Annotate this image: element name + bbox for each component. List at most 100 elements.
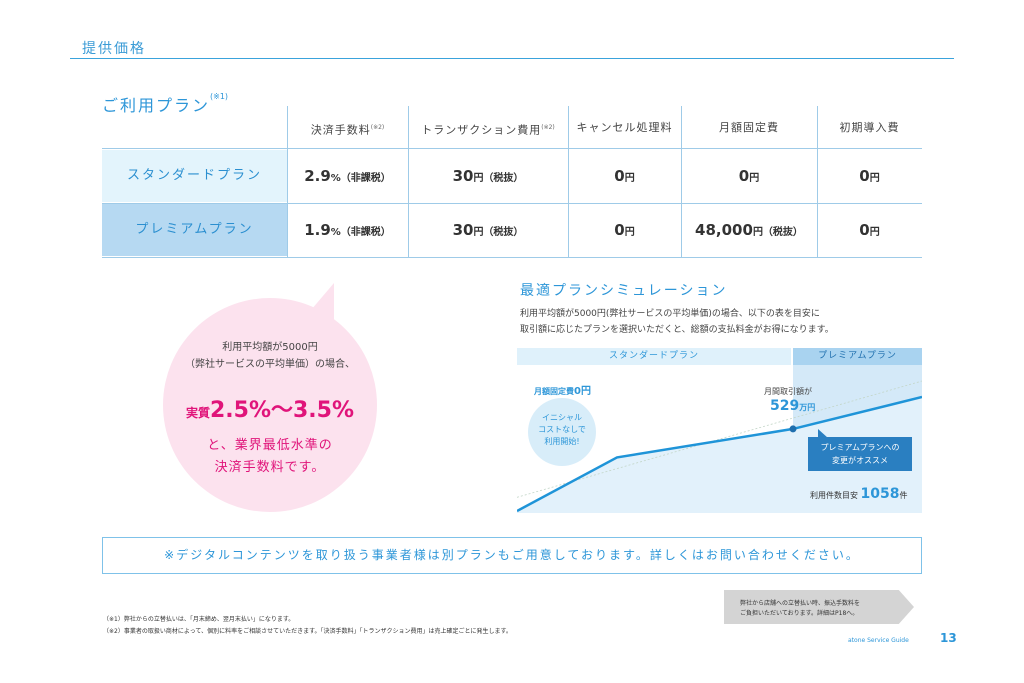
cell-unit: 円: [624, 227, 635, 238]
plan-heading-text: ご利用プラン: [102, 96, 211, 115]
cell-unit: %（非課税）: [330, 227, 391, 238]
chart-line: [517, 395, 922, 513]
fee-note-arrow: [724, 590, 914, 624]
cell-value: 0: [614, 221, 625, 239]
cell-value: 0: [859, 221, 870, 239]
cell-unit: 円（税抜）: [473, 173, 524, 184]
guide-label: atone Service Guide: [848, 637, 909, 644]
initial-cost-text-2: コストなしで: [538, 425, 586, 434]
bubble-tail: [300, 283, 334, 323]
bubble-claim-text: と、業界最低水準の: [207, 438, 333, 453]
table-cell: 1.9%（非課税）: [287, 204, 408, 256]
chart-area: [517, 397, 922, 513]
simulation-title: 最適プランシミュレーション: [520, 283, 728, 299]
table-column-line: [568, 106, 569, 258]
band-standard: スタンダードプラン: [517, 348, 791, 365]
initial-cost-text: イニシャル: [542, 413, 582, 422]
bubble-rate: 実質2.5%～3.5%: [163, 392, 377, 424]
monthly-amount-value: 529: [770, 398, 800, 414]
fee-note-text: 弊社から店舗への立替払い時、振込手数料を: [740, 600, 861, 607]
fee-note-text-2: ご負担いただいております。詳細はP18へ。: [740, 610, 859, 617]
table-column-line: [408, 106, 409, 258]
table-column-line: [287, 106, 288, 258]
usage-count-label: 利用件数目安: [810, 491, 858, 500]
cell-unit: 円: [869, 173, 880, 184]
recommend-text: プレミアムプランへの: [820, 443, 900, 452]
cell-unit: 円: [624, 173, 635, 184]
bubble-circle: [163, 298, 377, 512]
cell-value: 2.9: [304, 167, 331, 185]
table-cell: 30円（税抜）: [408, 150, 568, 202]
column-header: 初期導入費: [817, 106, 922, 150]
column-header-note: (※2): [541, 124, 555, 131]
cell-unit: %（非課税）: [330, 173, 391, 184]
cell-value: 0: [859, 167, 870, 185]
bubble-condition-text: （弊社サービスの平均単価）の場合、: [185, 359, 355, 370]
column-header-note: (※2): [370, 124, 385, 131]
fixed-fee-label-text: 月額固定費: [534, 387, 574, 396]
fixed-fee-value: 0円: [574, 386, 591, 397]
table-cell: 30円（税抜）: [408, 204, 568, 256]
simulation-description-2: 取引額に応じたプランを選択いただくと、総額の支払料金がお得になります。: [520, 325, 834, 335]
recommend-box: [808, 437, 912, 471]
usage-count-value: 1058: [860, 486, 900, 502]
plan-heading: ご利用プラン(※1): [102, 92, 228, 116]
notice-banner: ※デジタルコンテンツを取り扱う事業者様は別プランもご用意しております。詳しくはお…: [102, 537, 922, 574]
column-header-label: 初期導入費: [839, 121, 900, 134]
monthly-amount-unit: 万円: [799, 403, 816, 412]
fixed-fee-label: 月額固定費0円: [534, 382, 591, 397]
page-number: 13: [940, 631, 957, 645]
column-header-label: 月額固定費: [719, 121, 779, 134]
plan-name: プレミアムプラン: [102, 204, 287, 256]
breakeven-point: [789, 425, 797, 433]
column-header: 決済手数料(※2): [287, 106, 408, 150]
table-column-line: [681, 106, 682, 258]
column-header: 月額固定費: [681, 106, 817, 150]
table-cell: 0円: [568, 204, 681, 256]
table-cell: 0円: [681, 150, 817, 202]
cell-value: 48,000: [695, 221, 753, 239]
bubble-rate-range: 2.5%～3.5%: [209, 398, 355, 423]
cell-value: 30: [452, 167, 474, 185]
cell-value: 30: [452, 221, 474, 239]
table-cell: 0円: [817, 150, 922, 202]
monthly-amount: 529万円: [770, 398, 815, 414]
initial-cost-text-3: 利用開始!: [544, 437, 580, 446]
cell-value: 0: [614, 167, 625, 185]
cell-value: 0: [738, 167, 750, 185]
table-divider: [102, 203, 922, 204]
cell-unit: 円（税抜）: [752, 227, 803, 238]
usage-count: 利用件数目安 1058件: [810, 486, 908, 502]
table-cell: 0円: [568, 150, 681, 202]
table-column-line: [817, 106, 818, 258]
cell-unit: 円（税抜）: [473, 227, 524, 238]
cell-value: 1.9: [304, 221, 331, 239]
section-title: 提供価格: [82, 41, 146, 57]
cell-unit: 円: [869, 227, 880, 238]
table-cell: 0円: [817, 204, 922, 256]
table-divider: [102, 148, 922, 149]
footnote-2: （※2）事業者の取扱い商材によって、個別に料率をご相談させていただきます。「決済…: [103, 628, 512, 635]
table-cell: 48,000円（税抜）: [681, 204, 817, 256]
table-divider: [102, 257, 922, 258]
band-premium: プレミアムプラン: [793, 348, 922, 365]
cell-unit: 円: [749, 173, 760, 184]
usage-count-unit: 件: [899, 491, 908, 500]
bubble-rate-prefix: 実質: [185, 406, 210, 420]
bubble-claim-text-2: 決済手数料です。: [214, 460, 326, 475]
initial-cost-circle: [528, 398, 596, 466]
column-header: トランザクション費用(※2): [408, 106, 568, 150]
header-divider: [70, 58, 954, 59]
footnote-1: （※1）弊社からの立替払いは、「月末締め、翌月末払い」になります。: [103, 616, 295, 623]
plan-heading-note: (※1): [210, 92, 229, 101]
plan-table: スタンダードプラン 2.9%（非課税） 30円（税抜） 0円 0円 0円 プレミアムプラン…: [102, 106, 922, 260]
table-cell: 2.9%（非課税）: [287, 150, 408, 202]
simulation-description: 利用平均額が5000円(弊社サービスの平均単価)の場合、以下の表を目安に: [520, 309, 820, 319]
column-header: キャンセル処理料: [568, 106, 681, 150]
column-header-label: キャンセル処理料: [576, 121, 673, 134]
monthly-amount-label: 月間取引額が: [764, 387, 812, 396]
column-header-label: 決済手数料: [310, 123, 371, 137]
plan-name: スタンダードプラン: [102, 150, 287, 202]
bubble-average-text: 利用平均額が5000円: [222, 342, 318, 353]
recommend-tail: [818, 429, 828, 438]
